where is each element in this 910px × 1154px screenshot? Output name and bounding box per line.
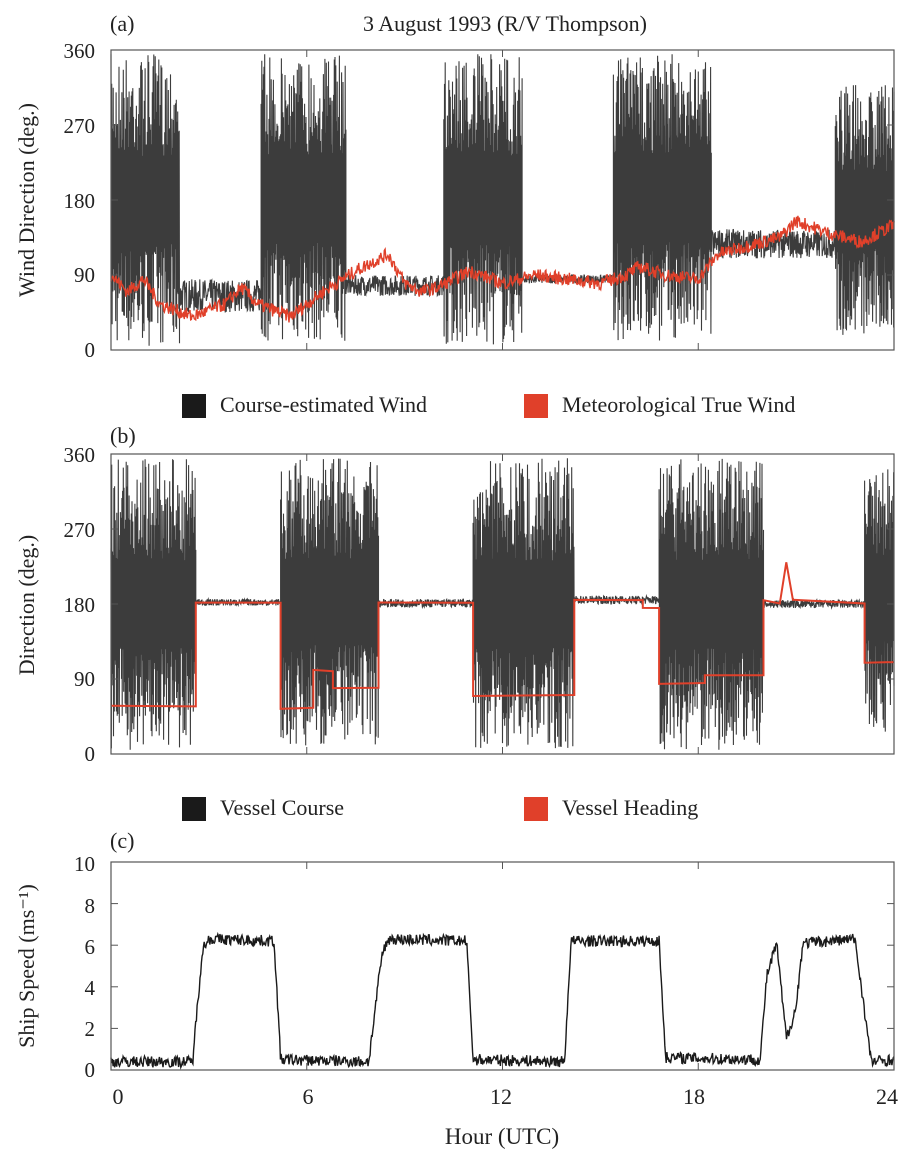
panel-b-ylabel: Direction (deg.) [14, 535, 39, 676]
panel-c-xtick-label: 18 [683, 1084, 705, 1109]
legend-meteorological-true-wind-swatch [524, 394, 548, 418]
panel-c-label: (c) [110, 828, 134, 853]
panel-b-ytick-label: 90 [74, 667, 95, 691]
panel-c-frame [110, 861, 895, 1071]
legend-vessel-course-swatch [182, 797, 206, 821]
panel-c-ytick-label: 0 [85, 1058, 96, 1082]
panel-a-ytick-label: 90 [74, 263, 95, 287]
series-ship-speed [110, 931, 895, 1070]
panel-a-plot [110, 49, 895, 351]
panel-a-ytick-labels: 360 270 180 90 0 [64, 39, 96, 362]
panel-b-ytick-label: 270 [64, 518, 96, 542]
panel-c-ytick-label: 10 [74, 852, 95, 876]
series-vessel-course [110, 458, 895, 750]
panel-c-xlabel: Hour (UTC) [445, 1124, 559, 1149]
panel-b-plot [110, 453, 895, 755]
panel-a-label: (a) [110, 11, 134, 36]
panel-c-ytick-label: 2 [85, 1017, 96, 1041]
panel-b-ytick-label: 0 [85, 742, 96, 766]
panel-b-ytick-label: 180 [64, 593, 96, 617]
panel-a-ytick-label: 270 [64, 114, 96, 138]
legend-meteorological-true-wind: Meteorological True Wind [562, 392, 795, 417]
figure-title: 3 August 1993 (R/V Thompson) [363, 11, 647, 36]
panel-c-ytick-label: 8 [85, 894, 96, 918]
series-meteorological-true-wind [110, 215, 895, 323]
panel-c-xtick-label: 24 [876, 1084, 898, 1109]
panel-b-ytick-labels: 360 270 180 90 0 [64, 443, 96, 766]
panel-b-ytick-label: 360 [64, 443, 96, 467]
panel-c-xtick-label: 6 [303, 1084, 314, 1109]
panel-c-xtick-label: 0 [113, 1084, 124, 1109]
legend-vessel-course: Vessel Course [220, 795, 344, 820]
panel-c-xtick-labels: 0 6 12 18 24 [113, 1084, 899, 1109]
panel-a-frame [110, 49, 895, 351]
panel-a-ytick-label: 0 [85, 338, 96, 362]
panel-c-xtick-label: 12 [490, 1084, 512, 1109]
panel-c-ylabel: Ship Speed (ms⁻¹) [14, 884, 39, 1048]
panel-b-frame [110, 453, 895, 755]
panel-c-ytick-label: 6 [85, 935, 96, 959]
series-vessel-heading [110, 562, 895, 710]
legend-course-estimated-wind-swatch [182, 394, 206, 418]
panel-c-ytick-labels: 10 8 6 4 2 0 [74, 852, 96, 1082]
legend-vessel-heading-swatch [524, 797, 548, 821]
panel-c-ytick-label: 4 [85, 976, 96, 1000]
series-course-estimated-wind [110, 54, 895, 346]
panel-b-label: (b) [110, 423, 136, 448]
panel-a-ylabel: Wind Direction (deg.) [14, 103, 39, 297]
panel-c-plot [110, 861, 895, 1071]
panel-a-ytick-label: 360 [64, 39, 96, 63]
panel-a-ytick-label: 180 [64, 189, 96, 213]
legend-course-estimated-wind: Course-estimated Wind [220, 392, 427, 417]
legend-vessel-heading: Vessel Heading [562, 795, 698, 820]
